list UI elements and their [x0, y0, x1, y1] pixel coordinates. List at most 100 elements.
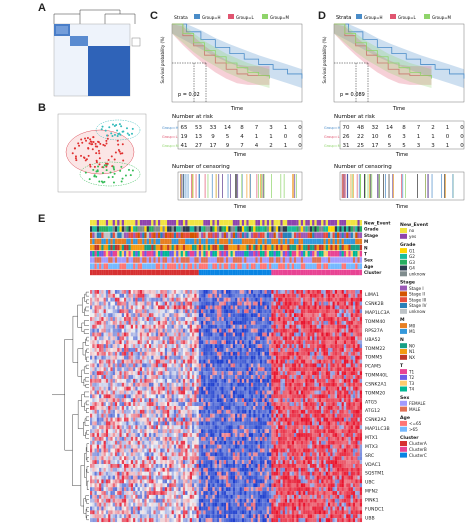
annotation-cell	[216, 220, 220, 226]
heatmap-cell	[255, 317, 258, 321]
heatmap-cell	[246, 398, 249, 403]
heatmap-cell	[137, 382, 140, 387]
heatmap-cell	[92, 320, 95, 325]
heatmap-cell	[117, 320, 120, 325]
heatmap-cell	[178, 290, 181, 294]
heatmap-cell	[146, 398, 149, 403]
heatmap-cell	[328, 394, 331, 399]
heatmap-cell	[160, 305, 163, 310]
heatmap-cell	[262, 348, 265, 352]
heatmap-cell	[255, 394, 258, 399]
heatmap-cell	[121, 324, 125, 329]
km-risk-cell: 1	[446, 143, 450, 149]
heatmap-cell	[117, 386, 120, 391]
heatmap-cell	[185, 348, 188, 352]
annotation-cell	[294, 269, 297, 276]
heatmap-cell	[321, 305, 324, 310]
annotation-cell	[244, 244, 247, 251]
heatmap-cell	[148, 297, 152, 302]
km-d-pvalue: p = 0.089	[340, 92, 365, 98]
heatmap-cell	[291, 313, 295, 318]
heatmap-cell	[291, 301, 295, 306]
heatmap-cell	[318, 363, 322, 368]
annotation-cell	[275, 226, 279, 232]
heatmap-cell	[352, 293, 356, 298]
heatmap-cell	[194, 297, 197, 302]
heatmap-cell	[294, 363, 297, 368]
annotation-cell	[328, 263, 331, 269]
heatmap-cell	[352, 378, 356, 383]
heatmap-cell	[90, 394, 93, 399]
heatmap-cell	[332, 305, 335, 310]
heatmap-cell	[130, 290, 134, 294]
heatmap-cell	[130, 355, 134, 360]
heatmap-cell	[124, 320, 127, 325]
annotation-cell	[121, 220, 125, 226]
heatmap-cell	[334, 371, 338, 376]
annotation-cell	[232, 238, 236, 245]
heatmap-cell	[321, 313, 324, 318]
annotation-cell	[278, 263, 281, 269]
heatmap-cell	[221, 293, 224, 298]
heatmap-cell	[146, 371, 149, 376]
heatmap-cell	[248, 317, 251, 321]
heatmap-cell	[142, 394, 145, 399]
heatmap-cell	[212, 355, 215, 360]
annotation-cell	[337, 226, 340, 232]
heatmap-cell	[139, 355, 143, 360]
heatmap-cell	[182, 367, 186, 372]
heatmap-cell	[146, 359, 149, 364]
annotation-cell	[180, 244, 183, 251]
heatmap-cell	[248, 398, 251, 403]
heatmap-cell	[334, 297, 338, 302]
heatmap-cell	[226, 297, 229, 302]
heatmap-cell	[291, 290, 295, 294]
annotation-cell	[244, 238, 247, 245]
annotation-cell	[108, 251, 111, 257]
heatmap-cell	[325, 290, 329, 294]
heatmap-cell	[250, 290, 254, 294]
heatmap-cell	[266, 320, 270, 325]
annotation-cell	[321, 263, 324, 269]
heatmap-cell	[341, 348, 344, 352]
heatmap-cell	[117, 378, 120, 383]
heatmap-cell	[133, 317, 136, 321]
heatmap-cell	[96, 378, 100, 383]
annotation-cell	[219, 251, 222, 257]
heatmap-cell	[160, 320, 163, 325]
heatmap-cell	[230, 324, 233, 329]
heatmap-cell	[337, 328, 340, 333]
heatmap-cell	[203, 340, 206, 345]
heatmap-cell	[343, 328, 347, 333]
heatmap-cell	[205, 382, 208, 387]
heatmap-cell	[216, 317, 220, 321]
annotation-cell	[210, 244, 213, 251]
heatmap-cell	[173, 371, 177, 376]
heatmap-cell	[330, 382, 333, 387]
heatmap-cell	[255, 320, 258, 325]
annotation-cell	[355, 269, 358, 276]
annotation-cell	[316, 251, 319, 257]
heatmap-cell	[101, 309, 104, 314]
heatmap-cell	[309, 309, 313, 314]
pca-point	[91, 148, 94, 151]
heatmap-cell	[343, 293, 347, 298]
heatmap-cell	[133, 378, 136, 383]
heatmap-cell	[298, 332, 301, 337]
annotation-cell	[135, 232, 138, 238]
heatmap-cell	[355, 305, 358, 310]
heatmap-cell	[182, 328, 186, 333]
annotation-cell	[289, 238, 292, 245]
heatmap-cell	[339, 344, 342, 349]
annotation-cell	[192, 232, 195, 238]
heatmap-cell	[201, 332, 204, 337]
annotation-cell	[96, 269, 100, 276]
heatmap-cell	[101, 386, 104, 391]
heatmap-cell	[124, 378, 127, 383]
heatmap-cell	[90, 290, 93, 294]
heatmap-cell	[300, 390, 304, 395]
annotation-cell	[128, 226, 131, 232]
heatmap-cell	[196, 394, 199, 399]
heatmap-cell	[323, 344, 326, 349]
heatmap-cell	[101, 344, 104, 349]
